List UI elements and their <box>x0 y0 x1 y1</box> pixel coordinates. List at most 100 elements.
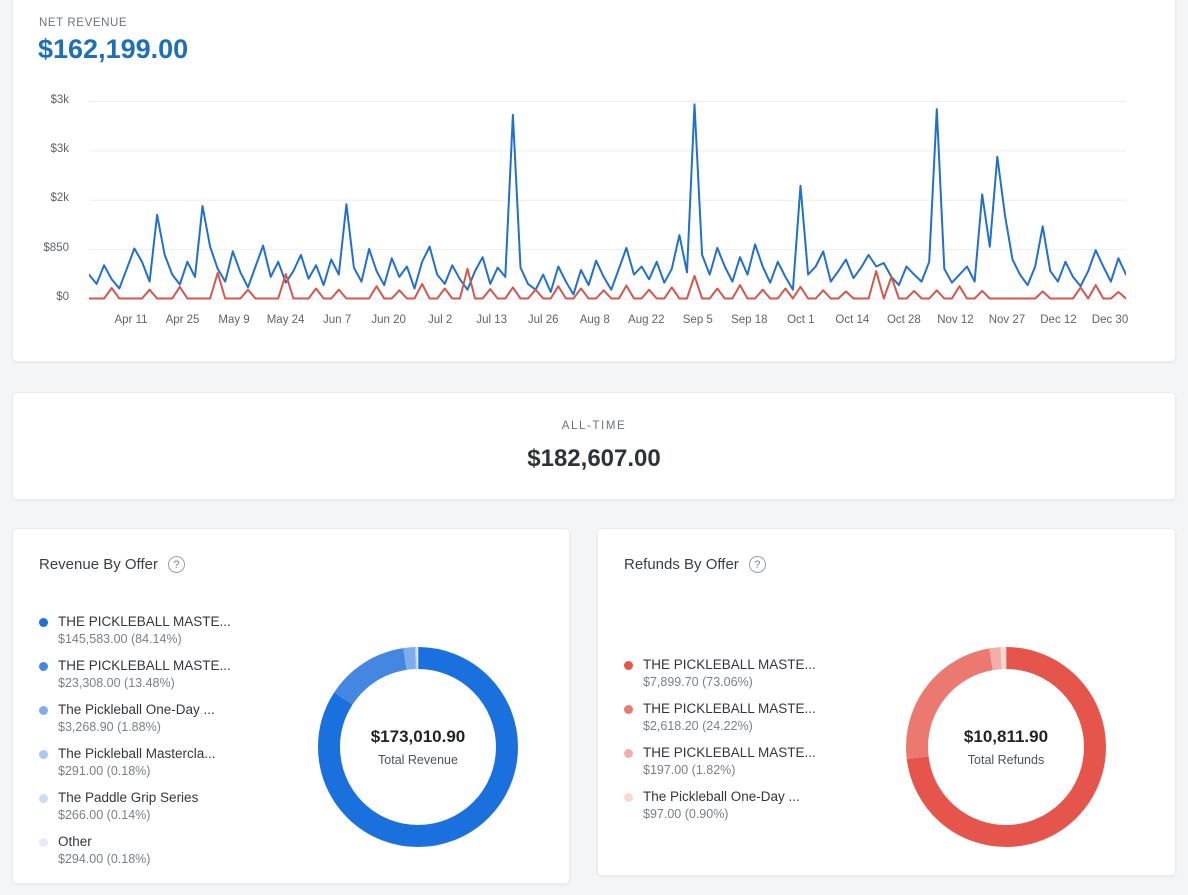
refunds-by-offer-title: Refunds By Offer <box>624 556 739 573</box>
legend-value: $3,268.90 (1.88%) <box>58 720 161 734</box>
refunds-legend: THE PICKLEBALL MASTE... $7,899.70 (73.06%… <box>624 656 874 832</box>
legend-color-dot <box>624 793 633 802</box>
all-time-value: $182,607.00 <box>527 445 661 472</box>
legend-item: THE PICKLEBALL MASTE... $197.00 (1.82%) <box>624 744 874 779</box>
legend-color-dot <box>39 838 48 847</box>
refunds-donut-chart <box>906 647 1106 847</box>
series-refunds <box>89 267 1126 300</box>
net-revenue-value: $162,199.00 <box>38 34 189 64</box>
line-chart-plot-area[interactable] <box>89 96 1126 301</box>
x-tick-label: Jul 2 <box>428 314 453 326</box>
legend-color-dot <box>39 618 48 627</box>
legend-color-dot <box>624 705 633 714</box>
legend-value: $294.00 (0.18%) <box>58 852 151 866</box>
legend-value: $7,899.70 (73.06%) <box>643 675 753 689</box>
legend-color-dot <box>624 661 633 670</box>
x-tick-label: Jul 13 <box>476 314 508 326</box>
y-tick-label: $0 <box>56 291 69 303</box>
total-revenue-label: Total Revenue <box>378 753 458 767</box>
x-tick-label: Jun 7 <box>323 314 352 326</box>
legend-value: $97.00 (0.90%) <box>643 807 729 821</box>
all-time-label: ALL-TIME <box>561 420 627 432</box>
refunds-donut-wrap[interactable]: $10,811.90 Total Refunds <box>896 637 1116 857</box>
legend-value: $145,583.00 (84.14%) <box>58 632 182 646</box>
legend-value: $291.00 (0.18%) <box>58 764 151 778</box>
legend-label: The Paddle Grip Series <box>58 790 199 805</box>
donut-segment[interactable] <box>906 647 1106 847</box>
x-tick-label: Sep 5 <box>682 314 713 326</box>
legend-value: $266.00 (0.14%) <box>58 808 151 822</box>
legend-label: The Pickleball One-Day ... <box>58 702 215 717</box>
legend-color-dot <box>39 750 48 759</box>
legend-color-dot <box>39 794 48 803</box>
legend-value: $2,618.20 (24.22%) <box>643 719 753 733</box>
legend-item: The Paddle Grip Series $266.00 (0.14%) <box>39 789 289 824</box>
y-tick-label: $3k <box>50 93 69 106</box>
revenue-by-offer-title: Revenue By Offer <box>39 556 158 573</box>
revenue-donut-wrap[interactable]: $173,010.90 Total Revenue <box>308 637 528 857</box>
legend-label: THE PICKLEBALL MASTE... <box>58 614 231 629</box>
y-tick-label: $2k <box>50 192 69 205</box>
all-time-card: ALL-TIME $182,607.00 <box>12 392 1176 500</box>
y-tick-label: $3k <box>50 142 69 155</box>
legend-label: THE PICKLEBALL MASTE... <box>643 657 816 672</box>
help-icon[interactable]: ? <box>167 556 185 573</box>
revenue-donut-chart <box>318 647 518 847</box>
total-revenue-value: $173,010.90 <box>370 727 466 746</box>
x-tick-label: May 9 <box>218 314 250 326</box>
x-axis-labels: Apr 11 Apr 25 May 9 May 24 Jun 7 Jun 20 Jul 2 J… <box>89 314 1129 332</box>
net-revenue-line-chart <box>89 101 1126 300</box>
legend-label: THE PICKLEBALL MASTE... <box>643 745 816 760</box>
legend-label: THE PICKLEBALL MASTE... <box>58 658 231 673</box>
donut-segment[interactable] <box>318 647 518 847</box>
total-refunds-label: Total Refunds <box>967 753 1045 767</box>
x-tick-label: Aug 8 <box>579 314 610 326</box>
donut-segment[interactable] <box>906 647 1106 847</box>
refunds-donut-center: $10,811.90 Total Refunds <box>896 637 1116 857</box>
legend-label: Other <box>58 834 92 849</box>
net-revenue-label: NET REVENUE <box>39 17 128 29</box>
donut-segment[interactable] <box>906 647 1106 847</box>
x-tick-label: Jul 26 <box>527 314 559 326</box>
total-refunds-value: $10,811.90 <box>963 727 1049 746</box>
x-tick-label: Jun 20 <box>371 314 406 326</box>
legend-label: The Pickleball Mastercla... <box>58 746 216 761</box>
revenue-by-offer-card: Revenue By Offer ? THE PICKLEBALL MASTE.… <box>12 528 570 884</box>
x-tick-label: May 24 <box>266 314 305 326</box>
legend-color-dot <box>624 749 633 758</box>
x-tick-label: Oct 1 <box>787 314 815 326</box>
legend-item: THE PICKLEBALL MASTE... $23,308.00 (13.48… <box>39 657 289 692</box>
legend-item: Other $294.00 (0.18%) <box>39 833 289 868</box>
x-tick-label: Dec 30 <box>1091 314 1129 326</box>
x-tick-label: Aug 22 <box>628 314 665 326</box>
legend-item: The Pickleball Mastercla... $291.00 (0.18… <box>39 745 289 780</box>
x-tick-label: Dec 12 <box>1040 314 1077 326</box>
x-tick-label: Nov 12 <box>937 314 974 326</box>
help-icon[interactable]: ? <box>748 556 766 573</box>
x-tick-label: Oct 28 <box>886 314 921 326</box>
x-tick-label: Apr 25 <box>165 314 200 326</box>
x-tick-label: Sep 18 <box>731 314 768 326</box>
series-net-revenue <box>89 103 1126 296</box>
legend-color-dot <box>39 662 48 671</box>
legend-value: $23,308.00 (13.48%) <box>58 676 175 690</box>
revenue-legend: THE PICKLEBALL MASTE... $145,583.00 (84.1… <box>39 613 289 877</box>
legend-item: THE PICKLEBALL MASTE... $7,899.70 (73.06%… <box>624 656 874 691</box>
y-axis-labels: $0 $850 $2k $3k $3k <box>13 93 79 304</box>
x-tick-label: Nov 27 <box>988 314 1026 326</box>
legend-color-dot <box>39 706 48 715</box>
refunds-by-offer-card: Refunds By Offer ? THE PICKLEBALL MASTE.… <box>597 528 1176 876</box>
legend-item: THE PICKLEBALL MASTE... $145,583.00 (84.1… <box>39 613 289 648</box>
legend-label: THE PICKLEBALL MASTE... <box>643 701 816 716</box>
y-tick-label: $850 <box>43 241 69 254</box>
net-revenue-card: NET REVENUE $162,199.00 $0 $850 $2k $3k $3k … <box>12 0 1176 362</box>
revenue-donut-center: $173,010.90 Total Revenue <box>308 637 528 857</box>
legend-value: $197.00 (1.82%) <box>643 763 736 777</box>
legend-item: The Pickleball One-Day ... $97.00 (0.90%) <box>624 788 874 823</box>
legend-item: The Pickleball One-Day ... $3,268.90 (1.8… <box>39 701 289 736</box>
x-tick-label: Apr 11 <box>114 314 148 326</box>
legend-label: The Pickleball One-Day ... <box>643 789 800 804</box>
x-tick-label: Oct 14 <box>835 314 870 326</box>
legend-item: THE PICKLEBALL MASTE... $2,618.20 (24.22%… <box>624 700 874 735</box>
donut-segment[interactable] <box>318 647 518 847</box>
